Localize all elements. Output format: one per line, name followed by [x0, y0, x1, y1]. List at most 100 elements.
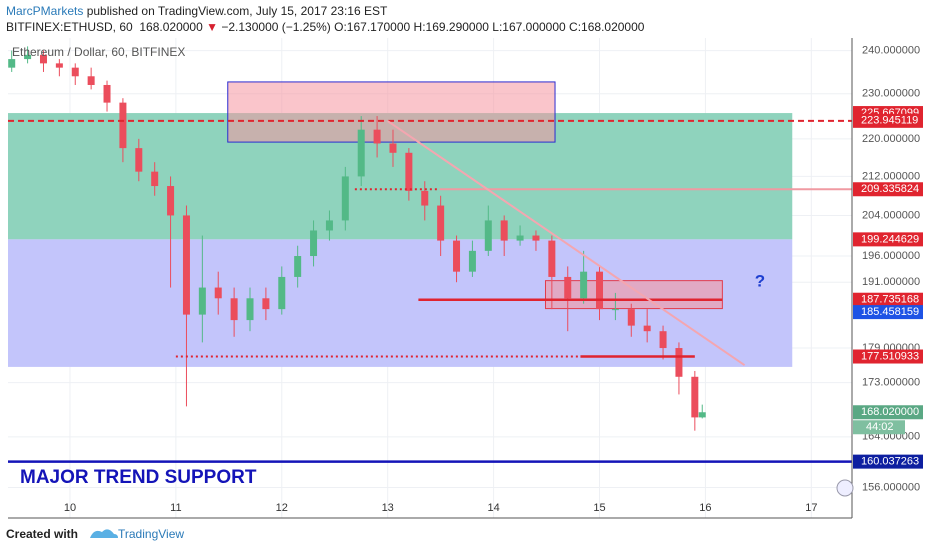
x-tick-label: 12 — [276, 502, 288, 514]
footer-brand[interactable]: TradingView — [118, 527, 184, 541]
candle-body — [325, 220, 333, 231]
candle-body — [596, 271, 604, 310]
countdown: 44:02 — [866, 421, 894, 433]
author[interactable]: MarcPMarkets — [6, 4, 84, 18]
candle-body — [246, 298, 254, 321]
candle-body — [675, 348, 683, 377]
candle-body — [373, 129, 381, 144]
y-tick-label: 230.000000 — [862, 88, 920, 100]
price-label-bg — [853, 454, 923, 469]
price-label: 223.945119 — [861, 115, 918, 127]
symbol-line: BITFINEX:ETHUSD, 60 168.020000 ▼ −2.1300… — [6, 20, 644, 34]
candle-body — [484, 220, 492, 251]
candle-body — [71, 67, 79, 77]
candle-body — [548, 240, 556, 277]
x-tick-label: 17 — [805, 502, 817, 514]
price-label-bg — [853, 305, 923, 320]
candle-body — [659, 331, 667, 349]
price-label: 199.244629 — [861, 233, 919, 245]
countdown-bg — [853, 420, 905, 435]
candle-body — [643, 325, 651, 332]
published: published on TradingView.com, July 15, 2… — [86, 4, 388, 18]
low: L:167.000000 — [492, 20, 566, 34]
price-label-bg — [853, 349, 923, 364]
change: −2.130000 (−1.25%) — [221, 20, 331, 34]
candle-body — [151, 171, 159, 187]
x-tick-label: 10 — [64, 502, 76, 514]
candle-body — [230, 298, 238, 321]
x-tick-label: 14 — [487, 502, 499, 514]
y-tick-label: 196.000000 — [862, 250, 920, 262]
candle-body — [468, 250, 476, 272]
arrow: ▼ — [206, 20, 219, 34]
price-label: 168.020000 — [861, 406, 919, 418]
footer-created: Created with — [6, 527, 78, 541]
candle-body — [310, 230, 318, 257]
chart-title: Ethereum / Dollar, 60, BITFINEX — [12, 45, 185, 59]
y-tick-label: 156.000000 — [862, 481, 920, 493]
open: O:167.170000 — [334, 20, 411, 34]
candle-body — [357, 129, 365, 177]
candle-body — [580, 271, 588, 299]
annotation: MAJOR TREND SUPPORT — [20, 467, 257, 488]
symbol: BITFINEX:ETHUSD, 60 — [6, 20, 133, 34]
price-label-bg — [853, 182, 923, 197]
y-tick-label: 204.000000 — [862, 209, 920, 221]
candle-body — [627, 309, 635, 326]
price-label-bg — [853, 405, 923, 420]
candle-body — [389, 143, 397, 153]
candle-body — [24, 54, 32, 60]
candle-body — [437, 205, 445, 241]
price-label: 209.335824 — [861, 183, 919, 195]
candle-body — [532, 235, 540, 241]
candle-body — [119, 102, 127, 149]
y-tick-label: 191.000000 — [862, 276, 920, 288]
candle-body — [611, 309, 619, 311]
header-line: MarcPMarkets published on TradingView.co… — [6, 4, 387, 18]
x-tick-label: 11 — [170, 502, 181, 514]
candle-body — [421, 190, 429, 206]
candle-body — [691, 376, 699, 418]
candle-body — [698, 412, 706, 418]
y-tick-label: 173.000000 — [862, 377, 920, 389]
candle-body — [87, 76, 95, 85]
flag-icon — [836, 479, 854, 497]
candle-body — [262, 298, 270, 310]
candle-body — [55, 63, 63, 68]
x-tick-label: 16 — [699, 502, 711, 514]
candle-body — [182, 215, 190, 315]
y-tick-label: 240.000000 — [862, 45, 920, 57]
candle-body — [278, 276, 286, 310]
candle-body — [39, 54, 47, 64]
candle-body — [453, 240, 461, 272]
y-tick-label: 212.000000 — [862, 170, 920, 182]
price-label: 160.037263 — [861, 456, 919, 468]
price-label-bg — [853, 232, 923, 247]
high: H:169.290000 — [413, 20, 489, 34]
candle-body — [500, 220, 508, 241]
candle-body — [516, 235, 524, 241]
tv-logo — [90, 529, 118, 538]
candle-body — [198, 287, 206, 315]
zone — [544, 280, 723, 310]
candle-body — [8, 59, 16, 68]
price-label-bg — [853, 113, 923, 128]
candle-body — [294, 256, 302, 277]
price-label: 185.458159 — [861, 306, 919, 318]
x-tick-label: 15 — [593, 502, 605, 514]
x-tick-label: 13 — [382, 502, 394, 514]
candle-body — [135, 148, 143, 172]
price-label: 177.510933 — [861, 350, 919, 362]
candle-body — [103, 84, 111, 103]
last: 168.020000 — [139, 20, 203, 34]
drawn-line — [387, 120, 746, 367]
y-tick-label: 220.000000 — [862, 133, 920, 145]
candle-body — [564, 276, 572, 299]
price-label-bg — [853, 292, 923, 307]
question-mark: ? — [755, 271, 765, 290]
candle-body — [405, 152, 413, 191]
price-label: 187.735168 — [861, 294, 919, 306]
candle-body — [341, 176, 349, 221]
